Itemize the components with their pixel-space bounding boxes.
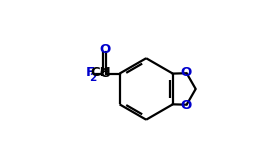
Text: O: O [180, 99, 191, 112]
Text: CH: CH [90, 66, 111, 79]
Text: 2: 2 [89, 73, 97, 83]
Text: C: C [99, 67, 109, 80]
Text: O: O [180, 66, 191, 79]
Text: F: F [86, 66, 95, 79]
Text: O: O [99, 43, 110, 56]
